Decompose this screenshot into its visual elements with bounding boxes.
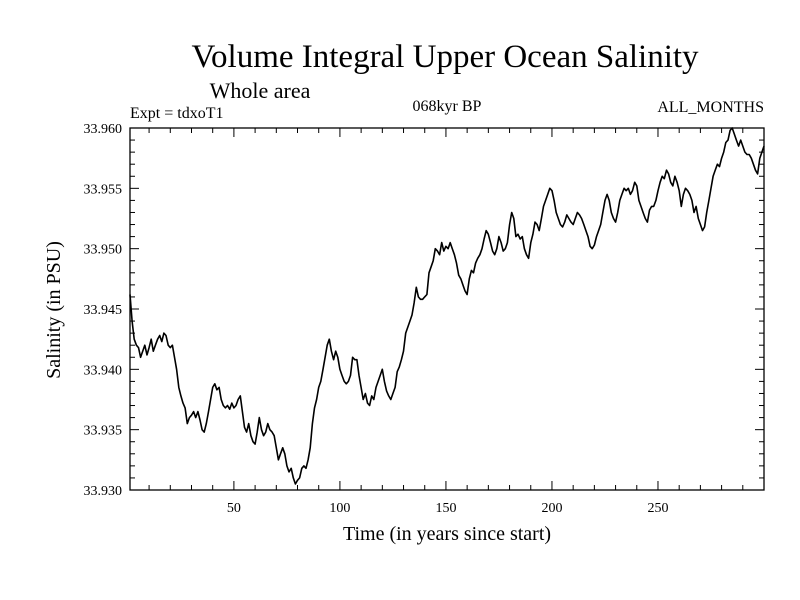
plot-frame [129, 127, 765, 491]
y-tick-label: 33.940 [84, 363, 123, 378]
period-label: 068kyr BP [413, 98, 482, 115]
y-tick-label: 33.945 [84, 303, 123, 318]
chart-title: Volume Integral Upper Ocean Salinity [191, 39, 699, 75]
x-tick-label: 200 [541, 501, 562, 516]
y-tick-label: 33.935 [84, 424, 123, 439]
x-axis-label: Time (in years since start) [343, 523, 551, 545]
experiment-label: Expt = tdxoT1 [130, 105, 223, 122]
x-tick-label: 50 [227, 501, 241, 516]
y-axis-label: Salinity (in PSU) [43, 241, 65, 379]
y-tick-label: 33.950 [84, 243, 123, 258]
months-label: ALL_MONTHS [657, 99, 764, 116]
series-layer [129, 127, 765, 485]
chart-subtitle: Whole area [210, 78, 311, 103]
y-tick-label: 33.955 [84, 182, 123, 197]
x-tick-label: 150 [435, 501, 456, 516]
y-tick-label: 33.930 [84, 484, 123, 499]
x-tick-label: 100 [329, 501, 350, 516]
series-line-salinity [129, 127, 765, 485]
x-axis: 50 100 150 200 250 [148, 128, 744, 516]
y-tick-label: 33.960 [84, 122, 123, 137]
x-tick-label: 250 [647, 501, 668, 516]
